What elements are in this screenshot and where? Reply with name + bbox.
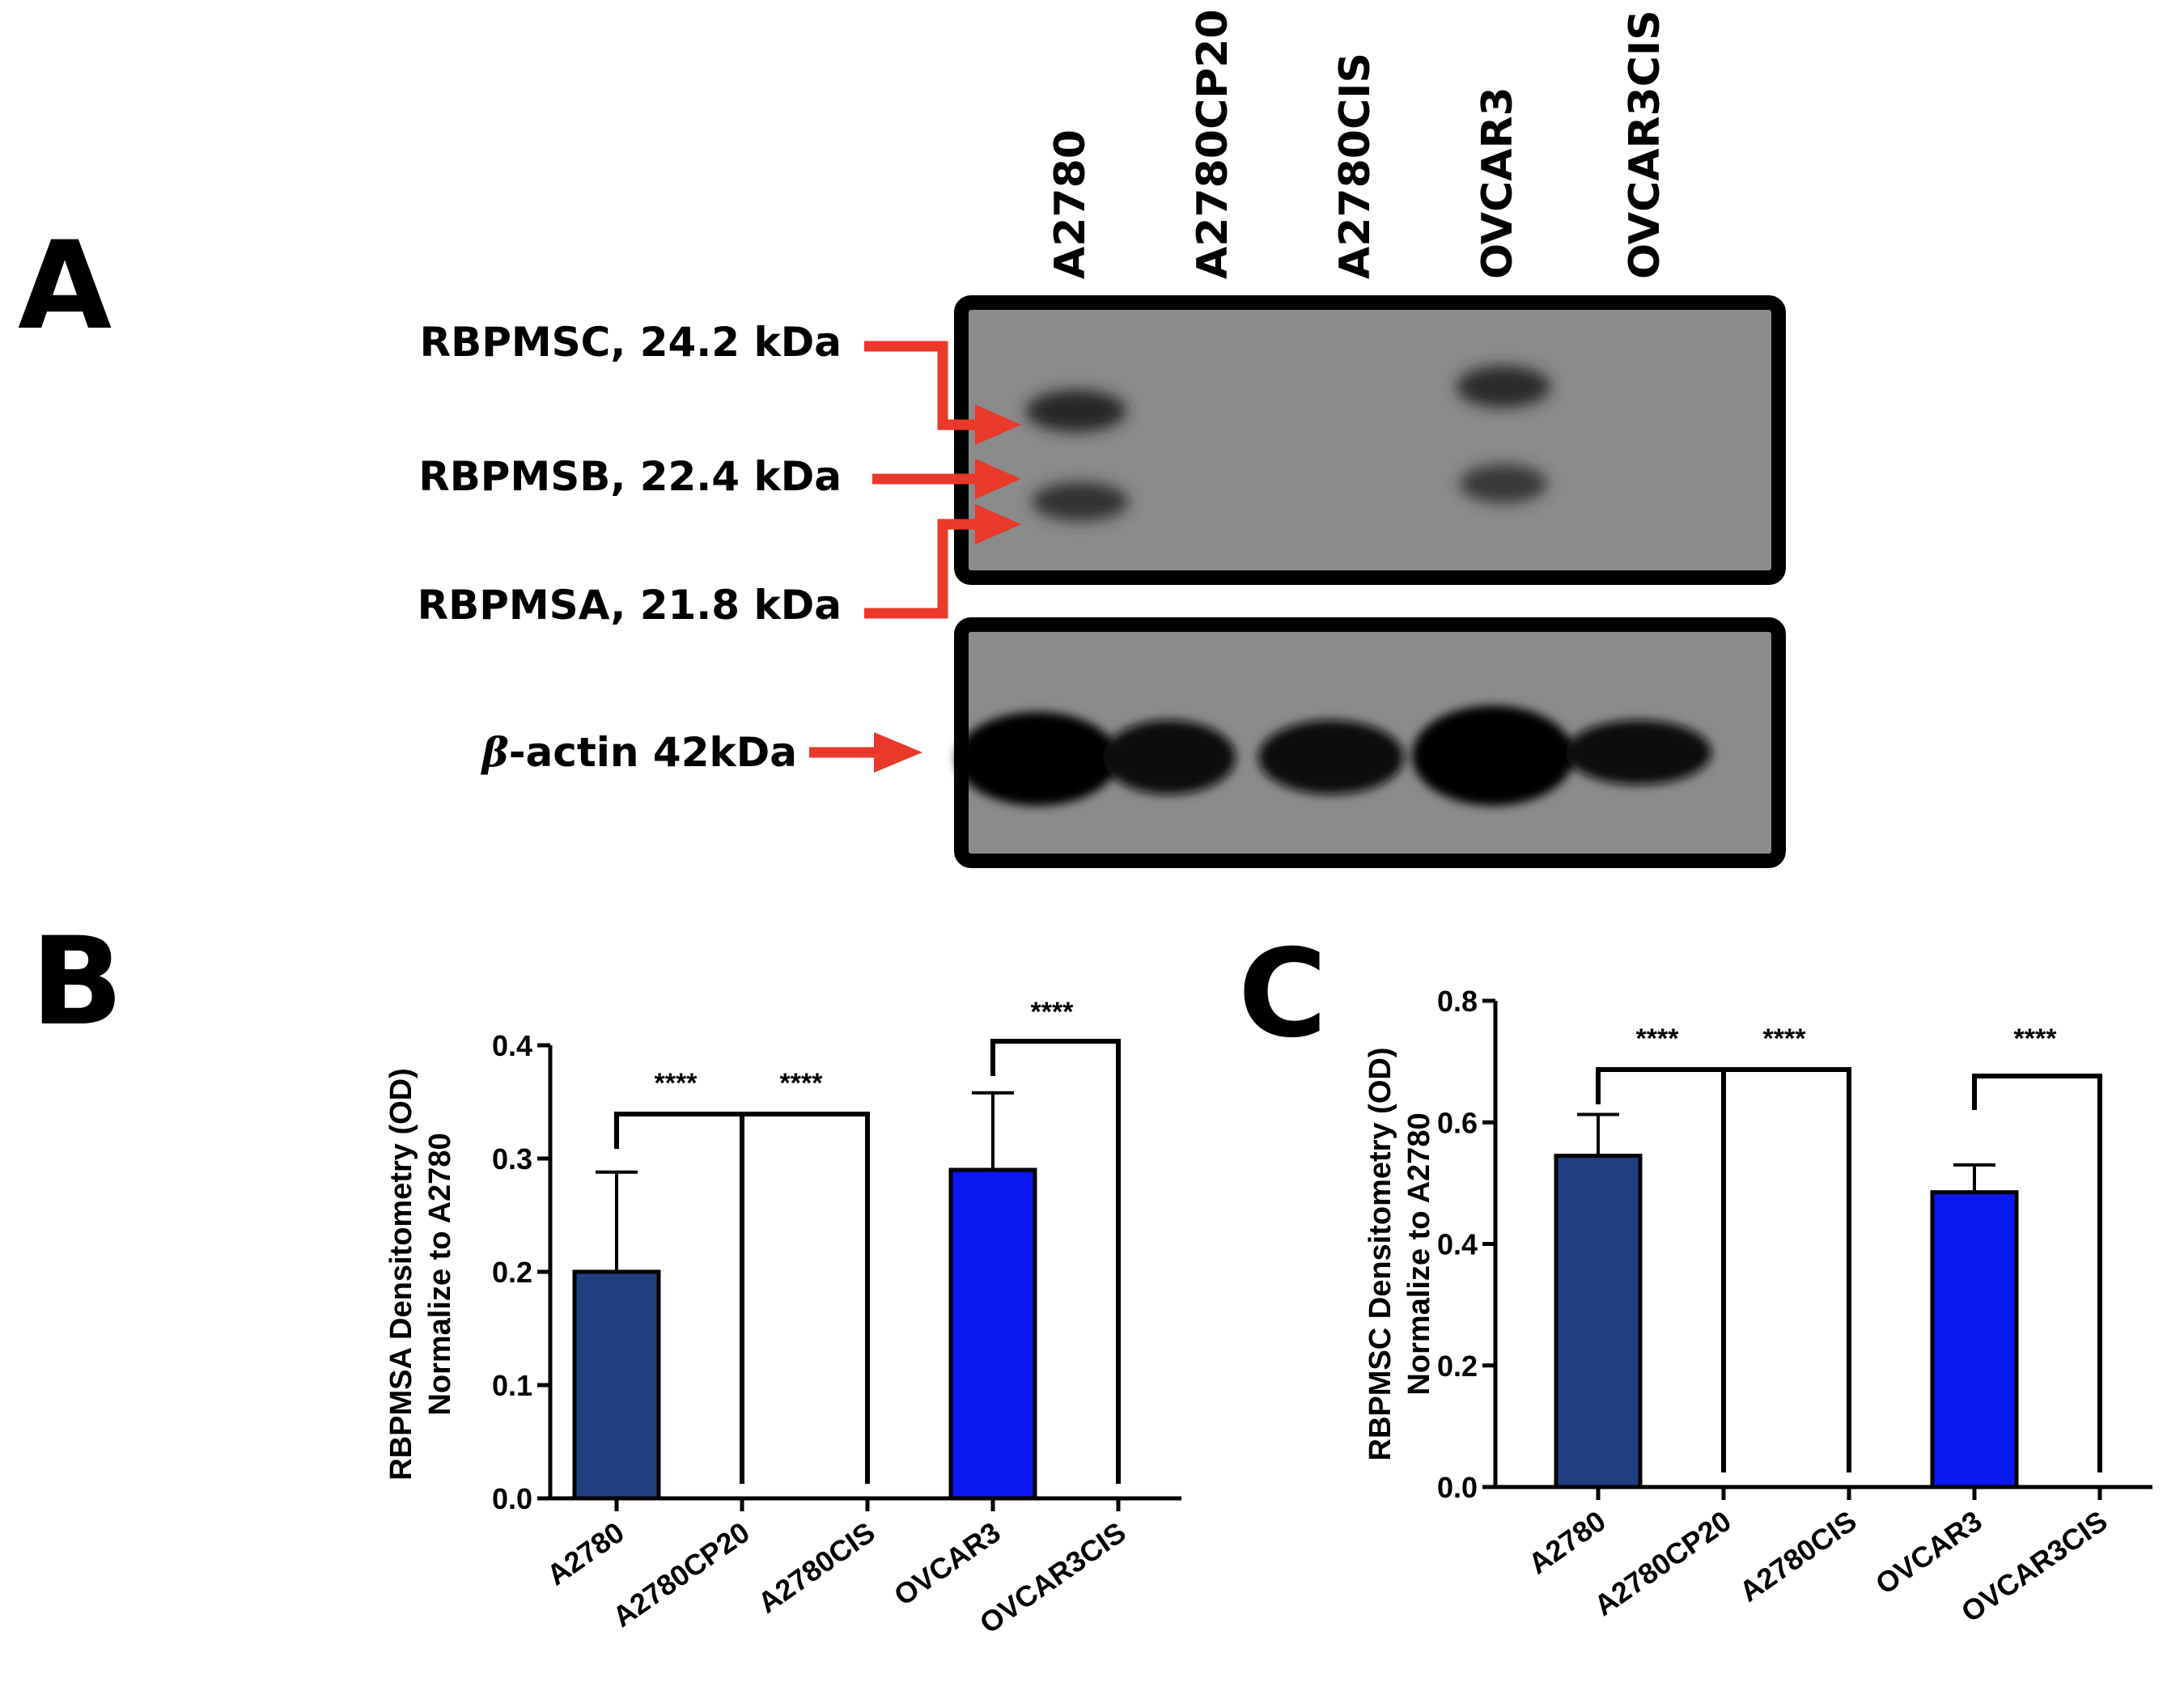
c-y-tick-label: 0.2 bbox=[1437, 1349, 1478, 1383]
rbpms-blot-frame bbox=[954, 295, 1786, 585]
band-a2780-rbpmsa bbox=[1032, 482, 1129, 521]
b-x-tick-label: A2780CIS bbox=[752, 1515, 881, 1620]
arrow-rbpmsc bbox=[864, 341, 983, 430]
b-significance-label: **** bbox=[655, 1068, 698, 1099]
c-bar bbox=[1930, 1190, 2019, 1489]
b-x-tick-label: A2780CP20 bbox=[606, 1515, 755, 1633]
b-y-tick-label: 0.2 bbox=[492, 1256, 532, 1289]
c-significance-label: **** bbox=[2014, 1023, 2058, 1054]
c-significance-bracket bbox=[1596, 1067, 1851, 1472]
c-bar bbox=[1554, 1154, 1643, 1489]
panel-c-ylabel-line2: Normalize to A2780 bbox=[1402, 1112, 1436, 1395]
b-y-tick-label: 0.4 bbox=[492, 1029, 532, 1062]
actin-text: -actin 42kDa bbox=[509, 729, 797, 776]
c-y-tick-label: 0.8 bbox=[1437, 985, 1478, 1018]
b-y-tick-label: 0.0 bbox=[492, 1482, 532, 1515]
lane-labels: A2780 A2780CP20 A2780CIS OVCAR3 OVCAR3CI… bbox=[1046, 9, 1669, 279]
actin-blot bbox=[954, 617, 1786, 868]
rbpms-blot bbox=[954, 295, 1786, 585]
c-x-tick-label: OVCAR3 bbox=[1869, 1504, 1987, 1601]
panel-c: C RBPMSC Densitometry (OD) Normalize to … bbox=[1238, 924, 2152, 1629]
b-significance-bracket bbox=[990, 1039, 1121, 1484]
panel-b-ylabel-line1: RBPMSA Densitometry (OD) bbox=[384, 1068, 418, 1481]
b-y-tick-label: 0.3 bbox=[492, 1142, 532, 1176]
lane-label-a2780cis: A2780CIS bbox=[1331, 53, 1380, 279]
lane-label-a2780: A2780 bbox=[1046, 129, 1095, 279]
label-rbpmsc: RBPMSC, 24.2 kDa bbox=[420, 319, 842, 366]
c-x-tick-label: A2780CIS bbox=[1733, 1504, 1863, 1608]
b-significance-bracket bbox=[614, 1112, 870, 1484]
c-y-tick-label: 0.6 bbox=[1437, 1106, 1478, 1139]
panel-c-ylabel-line1: RBPMSC Densitometry (OD) bbox=[1363, 1048, 1397, 1461]
b-significance-label: **** bbox=[780, 1068, 824, 1099]
band-ovcar3-rbpmsc bbox=[1457, 366, 1550, 408]
lane-label-a2780cp20: A2780CP20 bbox=[1189, 9, 1237, 279]
band-ovcar3cis-actin bbox=[1566, 720, 1711, 785]
c-y-tick-label: 0.0 bbox=[1437, 1471, 1478, 1504]
c-x-tick-label: A2780 bbox=[1522, 1504, 1611, 1580]
b-significance-label: **** bbox=[1031, 997, 1075, 1027]
label-beta-actin: β-actin 42kDa bbox=[481, 728, 797, 776]
c-significance-label: **** bbox=[1636, 1023, 1680, 1054]
label-rbpmsa: RBPMSA, 21.8 kDa bbox=[418, 582, 842, 629]
panel-b-ylabel-line2: Normalize to A2780 bbox=[423, 1133, 457, 1415]
band-a2780-actin bbox=[956, 712, 1118, 806]
arrow-rbpmsa bbox=[864, 519, 983, 619]
arrow-rbpmsb-head bbox=[975, 459, 1021, 499]
b-x-tick-label: OVCAR3 bbox=[888, 1515, 1006, 1612]
c-x-tick-label: A2780CP20 bbox=[1588, 1504, 1737, 1622]
band-ovcar3-rbpmsa bbox=[1460, 464, 1547, 503]
c-significance-label: **** bbox=[1763, 1023, 1807, 1054]
lane-label-ovcar3: OVCAR3 bbox=[1474, 87, 1522, 279]
actin-bands bbox=[956, 705, 1711, 806]
b-x-tick-label: A2780 bbox=[541, 1515, 630, 1591]
beta-symbol: β bbox=[481, 728, 509, 776]
b-bar bbox=[572, 1269, 661, 1501]
band-labels: RBPMSC, 24.2 kDa RBPMSB, 22.4 kDa RBPMSA… bbox=[418, 319, 842, 776]
panel-c-letter: C bbox=[1238, 924, 1327, 1065]
band-a2780cis-actin bbox=[1258, 720, 1404, 794]
band-ovcar3-actin bbox=[1412, 705, 1574, 806]
label-rbpmsb: RBPMSB, 22.4 kDa bbox=[418, 453, 842, 500]
panel-a-letter: A bbox=[18, 216, 112, 357]
band-a2780-rbpmsc bbox=[1026, 390, 1126, 432]
panel-a: A A2780 A2780CP20 A2780CIS OVCAR3 OVCAR3… bbox=[18, 9, 1786, 868]
panel-b: B RBPMSA Densitometry (OD) Normalize to … bbox=[31, 912, 1181, 1640]
arrow-rbpmsc-head bbox=[975, 405, 1021, 445]
lane-label-ovcar3cis: OVCAR3CIS bbox=[1621, 10, 1669, 279]
b-y-tick-label: 0.1 bbox=[492, 1369, 532, 1402]
arrow-actin-head bbox=[874, 732, 922, 773]
c-y-tick-label: 0.4 bbox=[1437, 1228, 1478, 1261]
band-a2780cp20-actin bbox=[1103, 720, 1236, 794]
b-bar bbox=[948, 1167, 1037, 1501]
panel-b-letter: B bbox=[31, 912, 123, 1053]
arrow-rbpmsa-head bbox=[975, 504, 1021, 544]
c-significance-bracket bbox=[1972, 1074, 2102, 1472]
arrows bbox=[809, 341, 1021, 773]
rbpms-bands bbox=[1026, 366, 1550, 521]
